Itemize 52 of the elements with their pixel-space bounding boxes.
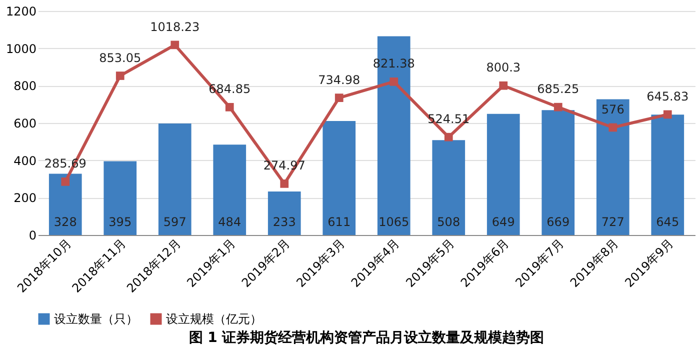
data-label: 1018.23	[150, 20, 200, 34]
point	[608, 123, 618, 132]
point	[390, 77, 398, 86]
y-tick-label: 600	[14, 116, 36, 130]
y-tick-label: 200	[14, 191, 36, 206]
bar	[268, 192, 301, 235]
text: 图 1 证券期货经营机构资管产品月设立数量及规模趋势图	[188, 329, 544, 346]
data-label: 597	[163, 215, 186, 229]
data-label: 734.98	[318, 72, 360, 87]
legend-label: 设立规模（亿元）	[166, 312, 262, 326]
data-label: 484	[218, 215, 242, 229]
bar	[486, 114, 520, 235]
bar	[213, 144, 246, 235]
bar	[104, 161, 137, 235]
data-label: 853.05	[99, 50, 142, 65]
y-tick-label: 0	[28, 228, 36, 242]
data-label: 1065	[378, 215, 410, 229]
bar	[48, 174, 82, 235]
point	[170, 40, 180, 50]
data-label: 649	[492, 215, 515, 229]
data-label: 328	[54, 215, 77, 229]
point	[663, 110, 672, 119]
y-tick-label: 800	[14, 79, 36, 94]
data-label: 685.25	[537, 82, 580, 96]
y-tick-label: 1200	[6, 4, 36, 18]
legend-label: 设立数量（只）	[54, 312, 138, 326]
point	[225, 102, 234, 112]
bar	[651, 114, 684, 235]
point	[116, 72, 124, 80]
data-label: 233	[272, 215, 296, 229]
bar	[596, 99, 630, 235]
data-label: 576	[601, 102, 624, 116]
point	[61, 177, 70, 186]
bar	[158, 124, 192, 235]
point	[280, 179, 289, 188]
data-label: 645.83	[646, 89, 689, 104]
bar	[542, 110, 575, 235]
y-tick-label: 400	[14, 154, 36, 168]
y-tick-label: 1000	[6, 42, 36, 56]
point	[444, 132, 453, 142]
point	[554, 102, 562, 112]
point	[499, 81, 508, 90]
data-label: 611	[328, 215, 351, 229]
bar	[322, 120, 356, 235]
data-label: 669	[546, 215, 570, 229]
data-label: 395	[108, 215, 132, 229]
data-label: 508	[437, 215, 460, 229]
bar	[432, 140, 466, 235]
data-label: 645	[656, 215, 680, 229]
point	[334, 94, 344, 102]
data-label: 800.3	[486, 60, 521, 75]
data-label: 727	[601, 215, 624, 229]
